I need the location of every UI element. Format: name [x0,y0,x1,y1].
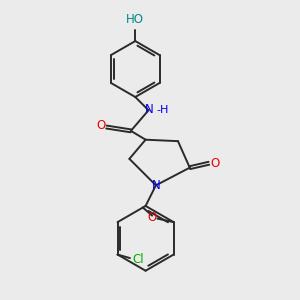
Text: O: O [148,211,157,224]
Text: -H: -H [157,105,169,115]
Text: O: O [210,157,219,170]
Text: HO: HO [126,13,144,26]
Text: O: O [97,119,106,132]
Text: N: N [145,103,154,116]
Text: N: N [152,179,161,192]
Text: Cl: Cl [132,253,144,266]
